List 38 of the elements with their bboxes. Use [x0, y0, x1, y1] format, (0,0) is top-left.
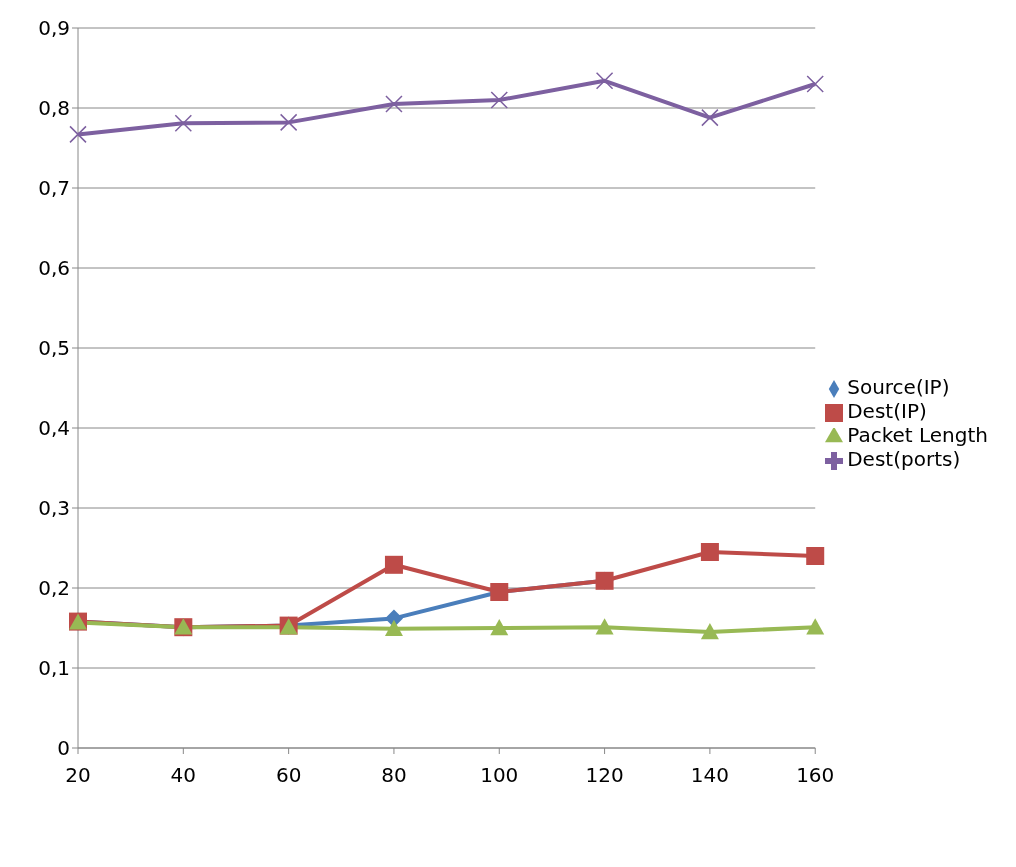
y-tick-label: 0,6 [38, 256, 70, 281]
x-tick-label: 120 [585, 763, 624, 788]
y-tick-label: 0,9 [38, 16, 70, 41]
point [595, 72, 614, 90]
x-tick-label: 20 [65, 763, 91, 788]
y-tick-label: 0,5 [38, 336, 70, 361]
point [700, 543, 719, 561]
point [490, 619, 509, 636]
y-tick-label: 0,8 [38, 96, 70, 121]
x-tick-label: 100 [480, 763, 519, 788]
y-tick-label: 0,2 [38, 576, 70, 601]
y-tick-label: 0,1 [38, 656, 70, 681]
y-tick-label: 0,4 [38, 416, 70, 441]
point [806, 75, 824, 93]
point [174, 114, 193, 132]
point [700, 623, 719, 640]
point [385, 95, 403, 113]
point [806, 547, 825, 565]
x-tick-label: 60 [275, 763, 302, 788]
point [806, 618, 825, 635]
point [701, 108, 719, 127]
y-tick-label: 0,7 [38, 176, 70, 201]
y-tick-label: 0 [57, 736, 70, 761]
point [595, 618, 614, 635]
point [490, 91, 509, 109]
legend-label: Packet Length [847, 423, 988, 447]
legend-label: Dest(ports) [847, 447, 961, 471]
legend-label: Dest(IP) [847, 399, 927, 423]
point [384, 619, 403, 636]
point [69, 125, 87, 144]
x-tick-label: 140 [690, 763, 729, 788]
x-tick-label: 160 [796, 763, 835, 788]
point [384, 555, 403, 574]
legend-label: Source(IP) [847, 375, 950, 399]
point [279, 113, 298, 132]
x-tick-label: 80 [381, 763, 407, 788]
y-tick-label: 0,3 [38, 496, 70, 521]
x-tick-label: 40 [170, 763, 197, 788]
